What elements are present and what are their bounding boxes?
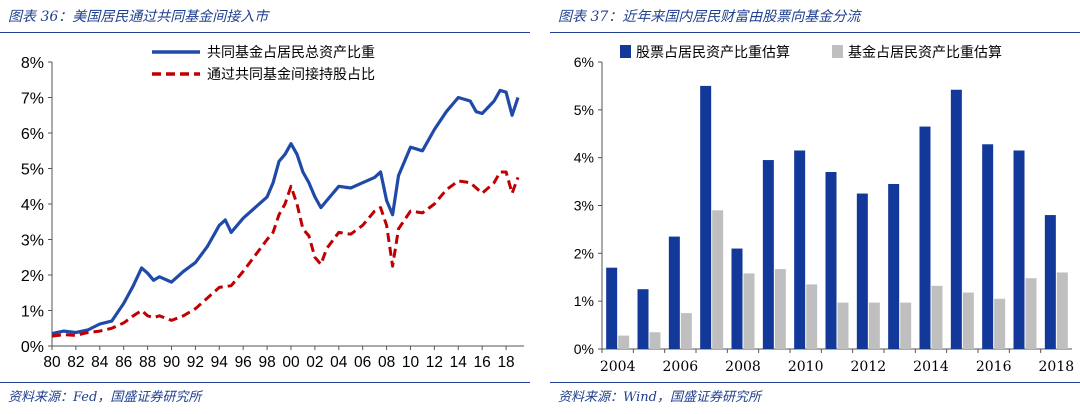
left-x-tick-label: 86 xyxy=(115,354,132,371)
right-x-tick-label: 2012 xyxy=(851,359,887,375)
right-bar-fund xyxy=(743,273,755,349)
left-legend-label-1: 共同基金占居民总资产比重 xyxy=(207,44,375,61)
right-y-tick-label: 1% xyxy=(574,293,594,309)
left-x-tick-label: 82 xyxy=(67,354,84,371)
right-bar-fund xyxy=(837,302,849,349)
right-y-tick-label: 4% xyxy=(574,150,594,166)
stock-fund-bar-chart: 0% 1% 2% 3% 4% 5% 6% 2004 2006 2008 2010 2012 2014 20… xyxy=(574,44,1075,375)
right-figure-source: 资料来源：Wind，国盛证券研究所 xyxy=(558,390,761,405)
right-legend-label-2: 基金占居民资产比重估算 xyxy=(848,44,1002,61)
right-source-rule xyxy=(550,382,1080,383)
left-source-rule xyxy=(0,382,530,383)
right-bar-fund xyxy=(994,298,1006,349)
left-x-tick-label: 98 xyxy=(258,354,275,371)
right-bar-fund xyxy=(649,332,661,349)
right-bar-stock xyxy=(668,236,680,349)
right-y-tick-label: 6% xyxy=(574,54,594,70)
right-bar-stock xyxy=(825,172,837,349)
right-bar-stock xyxy=(606,267,618,349)
right-figure-title: 图表 37：近年来国内居民财富由股票向基金分流 xyxy=(558,9,861,25)
right-x-tick-label: 2014 xyxy=(913,359,949,375)
right-bar-fund xyxy=(774,269,786,349)
left-x-tick-label: 94 xyxy=(211,354,229,371)
left-title-rule xyxy=(0,32,530,33)
right-x-tick-label: 2006 xyxy=(663,359,699,375)
left-x-tick-label: 08 xyxy=(378,354,395,371)
left-y-tick-label: 4% xyxy=(21,197,44,214)
left-figure-source: 资料来源：Fed，国盛证券研究所 xyxy=(8,390,202,405)
left-x-tick-label: 92 xyxy=(187,354,204,371)
left-x-tick-label: 90 xyxy=(163,354,181,371)
left-series-line-2 xyxy=(51,170,520,338)
left-x-tick-label: 00 xyxy=(282,354,300,371)
left-y-tick-label: 5% xyxy=(21,162,44,179)
right-bar-fund xyxy=(868,302,880,349)
right-bar-fund xyxy=(1056,272,1068,349)
left-x-tick-label: 84 xyxy=(91,354,109,371)
left-y-tick-label: 3% xyxy=(21,233,44,250)
left-x-tick-label: 18 xyxy=(497,354,514,371)
left-y-tick-label: 6% xyxy=(21,126,44,143)
right-bar-fund xyxy=(931,285,943,349)
left-y-tick-label: 7% xyxy=(21,91,44,108)
mutual-fund-line-chart: 0% 1% 2% 3% 4% 5% 6% 7% 8% 80 82 84 86 88 90 92 94 96 98 00… xyxy=(21,44,524,371)
left-figure-title: 图表 36：美国居民通过共同基金间接入市 xyxy=(8,9,269,25)
left-legend-label-2: 通过共同基金间接持股占比 xyxy=(207,66,375,83)
right-x-tick-label: 2004 xyxy=(600,359,636,375)
right-bar-stock xyxy=(762,160,774,349)
left-x-tick-label: 02 xyxy=(306,354,323,371)
right-bar-fund xyxy=(1025,278,1037,349)
left-figure: 图表 36：美国居民通过共同基金间接入市 0% 1% 2% 3% 4% 5% 6% 7% 8% 8… xyxy=(0,0,530,414)
left-x-tick-label: 06 xyxy=(354,354,371,371)
right-bar-stock xyxy=(1044,215,1056,349)
left-x-tick-label: 88 xyxy=(139,354,156,371)
left-y-tick-label: 1% xyxy=(21,304,44,321)
right-bar-fund xyxy=(618,335,630,349)
left-x-tick-label: 96 xyxy=(235,354,252,371)
right-legend-label-1: 股票占居民资产比重估算 xyxy=(636,45,790,61)
left-y-tick-label: 0% xyxy=(21,339,44,356)
left-x-tick-label: 14 xyxy=(450,354,468,371)
right-y-tick-label: 5% xyxy=(574,102,594,118)
right-bar-stock xyxy=(700,85,712,349)
right-y-tick-label: 0% xyxy=(574,341,594,357)
left-y-tick-label: 8% xyxy=(21,55,44,72)
right-bar-fund xyxy=(900,302,912,349)
right-bar-stock xyxy=(1013,150,1025,349)
left-y-tick-label: 2% xyxy=(21,268,44,285)
right-bar-fund xyxy=(712,210,724,349)
right-bar-fund xyxy=(680,313,692,349)
left-x-tick-label: 80 xyxy=(43,354,61,371)
right-bar-stock xyxy=(982,144,994,349)
left-x-tick-label: 10 xyxy=(402,354,420,371)
left-x-tick-label: 16 xyxy=(474,354,491,371)
right-x-tick-label: 2010 xyxy=(788,359,824,375)
right-x-tick-label: 2008 xyxy=(725,359,761,375)
right-y-tick-label: 2% xyxy=(574,245,594,261)
left-series-line-1 xyxy=(51,88,520,336)
right-title-rule xyxy=(550,32,1080,33)
right-y-tick-label: 3% xyxy=(574,198,594,214)
right-bar-stock xyxy=(950,89,962,349)
right-bar-stock xyxy=(794,150,806,349)
right-figure: 图表 37：近年来国内居民财富由股票向基金分流 0% 1% 2% 3% 4% 5% 6% 20… xyxy=(550,0,1080,414)
left-x-tick-label: 04 xyxy=(330,354,348,371)
right-legend-swatch-2 xyxy=(832,45,843,58)
left-x-tick-label: 12 xyxy=(426,354,443,371)
right-bar-fund xyxy=(962,292,974,349)
right-bar-fund xyxy=(806,284,818,349)
right-x-tick-label: 2018 xyxy=(1039,359,1075,375)
right-legend-swatch-1 xyxy=(620,45,631,58)
right-bar-stock xyxy=(888,183,900,349)
right-bar-stock xyxy=(731,248,743,349)
right-bar-stock xyxy=(919,126,931,349)
right-bar-stock xyxy=(856,193,868,349)
right-x-tick-label: 2016 xyxy=(976,359,1012,375)
right-bar-stock xyxy=(637,289,649,349)
